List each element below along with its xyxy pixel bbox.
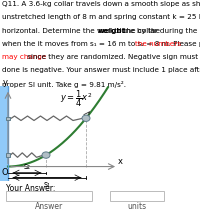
Circle shape xyxy=(82,115,90,121)
Text: may change: may change xyxy=(2,54,46,60)
Text: to the collar during the process: to the collar during the process xyxy=(112,28,200,34)
Text: weight: weight xyxy=(98,28,126,34)
Text: the numbers: the numbers xyxy=(135,41,181,47)
Circle shape xyxy=(42,152,50,158)
Bar xyxy=(0,84,7,181)
Text: y: y xyxy=(2,78,8,87)
Text: O: O xyxy=(1,168,8,177)
Text: s₂: s₂ xyxy=(23,162,31,171)
Text: done is negative. Your answer must include 1 place after the decimal point, and: done is negative. Your answer must inclu… xyxy=(2,67,200,73)
Text: proper SI unit. Take g = 9.81 m/s².: proper SI unit. Take g = 9.81 m/s². xyxy=(2,81,126,88)
Bar xyxy=(6,117,10,120)
Text: Q11. A 3.6-kg collar travels down a smooth slope as shown. The spring has: Q11. A 3.6-kg collar travels down a smoo… xyxy=(2,1,200,7)
Text: unstretched length of 8 m and spring constant k = 25 N/m, and it is always: unstretched length of 8 m and spring con… xyxy=(2,14,200,20)
Text: s₁: s₁ xyxy=(43,180,50,189)
FancyBboxPatch shape xyxy=(110,191,164,201)
Text: x: x xyxy=(118,157,122,166)
Text: horizontal. Determine the work done by the: horizontal. Determine the work done by t… xyxy=(2,28,162,34)
Text: since they are randomized. Negative sign must be included if the work: since they are randomized. Negative sign… xyxy=(25,54,200,60)
Text: Your Answer:: Your Answer: xyxy=(6,184,55,193)
Bar xyxy=(6,153,10,157)
Text: $y = \dfrac{1}{4}x^2$: $y = \dfrac{1}{4}x^2$ xyxy=(60,89,92,109)
Text: units: units xyxy=(127,202,147,211)
FancyBboxPatch shape xyxy=(6,191,92,201)
Text: when the it moves from s₁ = 16 m to s₂ = 8 m. Please pay attention:: when the it moves from s₁ = 16 m to s₂ =… xyxy=(2,41,200,47)
Text: Answer: Answer xyxy=(35,202,63,211)
